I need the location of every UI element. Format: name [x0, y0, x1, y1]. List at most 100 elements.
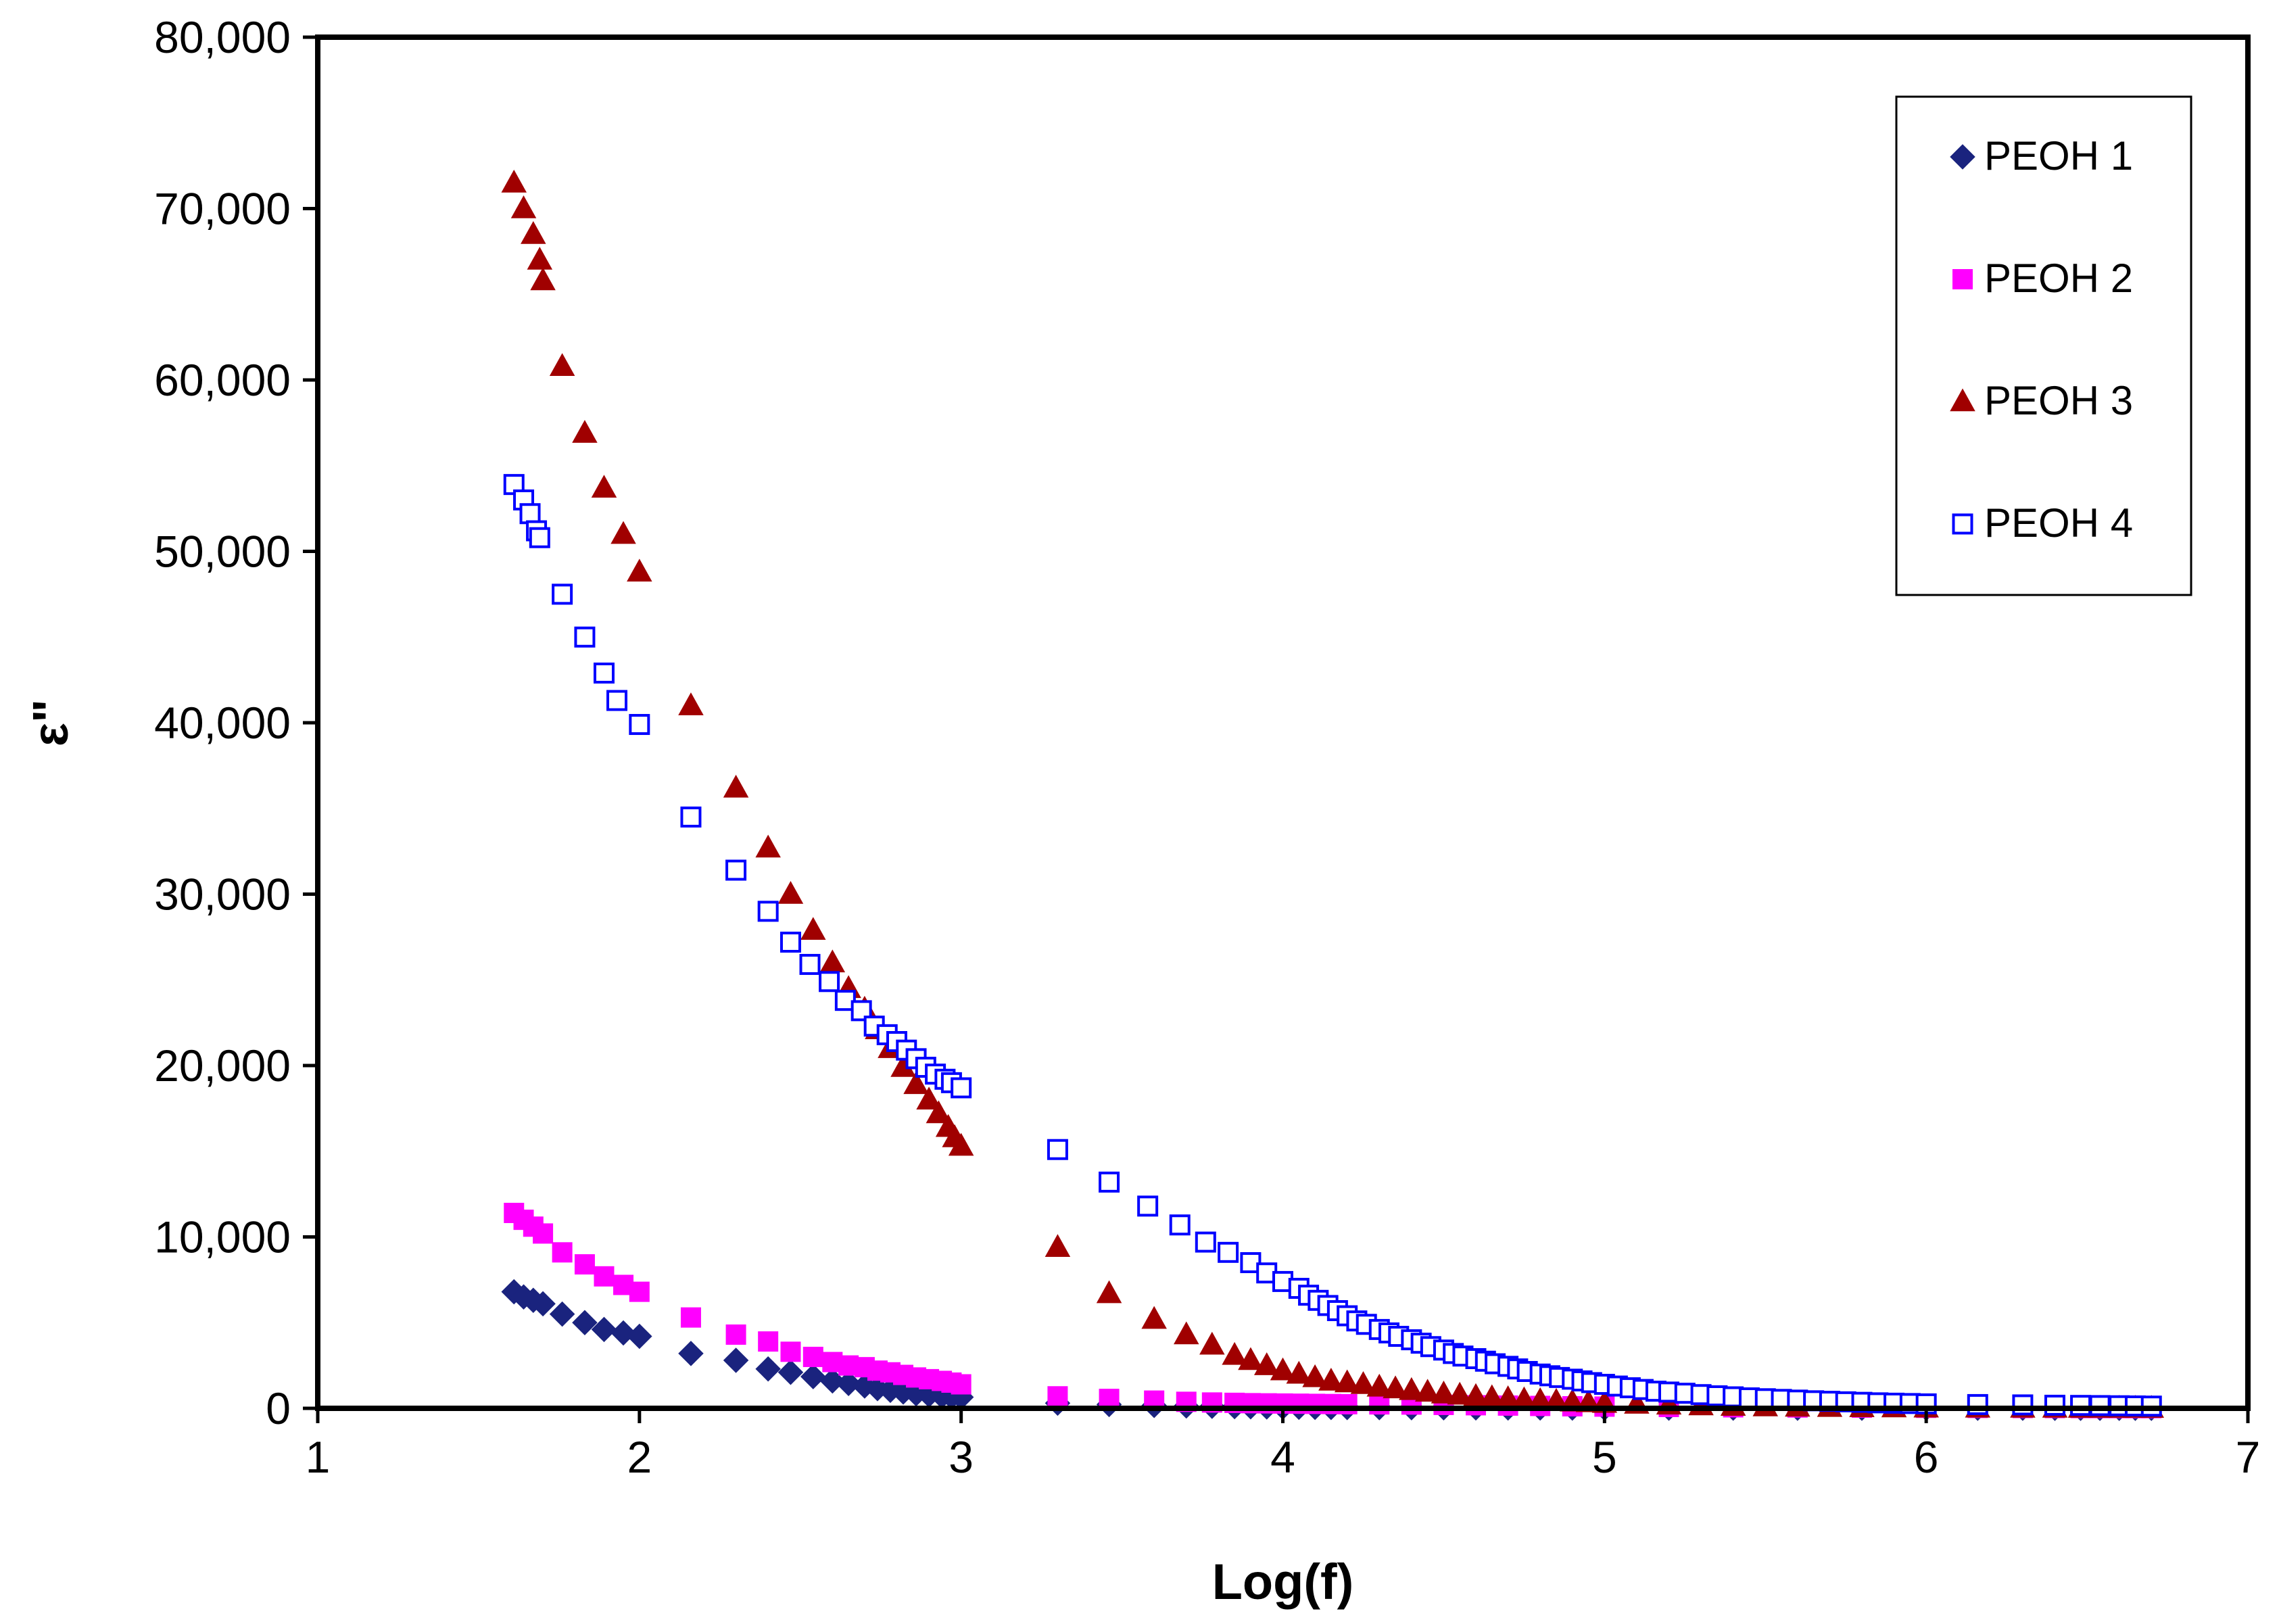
data-point [591, 475, 617, 498]
data-point [799, 953, 821, 975]
y-tick-label: 60,000 [154, 355, 291, 405]
data-point [1169, 1214, 1191, 1236]
data-point [1511, 1386, 1537, 1410]
data-point [948, 1132, 974, 1156]
data-point [723, 774, 749, 798]
data-point [2044, 1394, 2065, 1416]
data-point [1238, 1347, 1264, 1370]
data-point [574, 626, 596, 648]
data-point [552, 583, 573, 605]
data-point [572, 420, 598, 443]
data-point [1543, 1387, 1569, 1411]
data-point [1527, 1387, 1553, 1410]
data-point [1096, 1280, 1122, 1304]
data-point [629, 1281, 650, 1302]
data-point [1270, 1357, 1296, 1381]
data-point [951, 1374, 971, 1395]
data-point [1218, 1241, 1239, 1263]
data-point [1099, 1171, 1120, 1193]
data-point [1350, 1371, 1376, 1394]
data-point [758, 1331, 779, 1352]
series-4 [503, 474, 2162, 1417]
data-point [951, 1077, 972, 1099]
data-marks [501, 169, 2164, 1421]
data-point [1318, 1367, 1344, 1391]
data-point [802, 1346, 823, 1367]
data-point [777, 1360, 804, 1385]
data-point [1137, 1195, 1159, 1217]
y-tick-label: 80,000 [154, 12, 291, 62]
data-point [533, 1223, 554, 1244]
x-axis-title: Log(f) [1212, 1554, 1354, 1610]
data-point [819, 971, 840, 993]
x-tick-label: 7 [2236, 1432, 2261, 1482]
data-point [1253, 1352, 1280, 1375]
data-point [916, 1086, 942, 1109]
legend-marker [1950, 388, 1975, 412]
data-point [1414, 1379, 1441, 1402]
x-tick-label: 2 [627, 1432, 652, 1482]
legend-label: PEOH 2 [1984, 256, 2133, 301]
data-point [2012, 1394, 2034, 1416]
data-point [723, 1347, 749, 1373]
data-point [1045, 1234, 1071, 1257]
data-point [1399, 1377, 1424, 1400]
data-point [757, 901, 779, 922]
data-point [629, 714, 650, 736]
data-point [530, 267, 556, 291]
data-point [1447, 1381, 1472, 1405]
x-tick-label: 1 [306, 1432, 331, 1482]
data-point [1199, 1331, 1225, 1355]
data-point [1479, 1384, 1505, 1408]
data-point [572, 1310, 598, 1335]
axes: 0 10,000 20,000 30,000 40,000 50,000 60,000 70,… [154, 12, 2260, 1482]
data-point [1302, 1364, 1328, 1387]
data-point [777, 881, 804, 904]
data-point [725, 859, 747, 881]
data-point [1337, 1393, 1358, 1414]
data-point [725, 1324, 746, 1345]
data-point [819, 949, 846, 973]
data-point [1195, 1231, 1216, 1253]
data-point [593, 662, 615, 684]
data-point [552, 1242, 573, 1263]
data-point [1383, 1375, 1408, 1399]
data-point [903, 1071, 929, 1095]
y-tick-label: 30,000 [154, 869, 291, 920]
y-tick-label: 0 [266, 1383, 291, 1433]
legend-marker [1952, 513, 1973, 535]
data-point [1047, 1139, 1068, 1160]
data-point [1286, 1360, 1312, 1384]
data-point [1334, 1369, 1360, 1393]
y-axis-title: ε" [22, 699, 78, 746]
data-point [1174, 1321, 1199, 1345]
data-point [926, 1100, 952, 1124]
data-point [680, 806, 702, 828]
x-tick-label: 3 [949, 1432, 974, 1482]
data-point [680, 1307, 701, 1328]
data-point [627, 558, 652, 582]
data-point [530, 1291, 556, 1317]
y-tick-label: 50,000 [154, 527, 291, 577]
data-point [1495, 1385, 1521, 1408]
y-tick-label: 70,000 [154, 184, 291, 234]
legend-label: PEOH 3 [1984, 378, 2133, 423]
legend-label: PEOH 1 [1984, 133, 2133, 178]
legend-marker [1950, 144, 1975, 170]
data-point [1463, 1383, 1489, 1406]
data-point [610, 521, 636, 544]
data-point [2070, 1395, 2092, 1416]
y-tick-label: 20,000 [154, 1041, 291, 1091]
data-point [2089, 1395, 2111, 1416]
legend-label: PEOH 4 [1984, 500, 2133, 546]
data-point [574, 1254, 595, 1275]
data-point [1431, 1380, 1457, 1404]
data-point [800, 1364, 826, 1389]
data-point [549, 353, 575, 376]
data-point [527, 247, 553, 270]
data-point [529, 527, 550, 548]
data-point [591, 1316, 617, 1343]
x-tick-label: 4 [1270, 1432, 1295, 1482]
